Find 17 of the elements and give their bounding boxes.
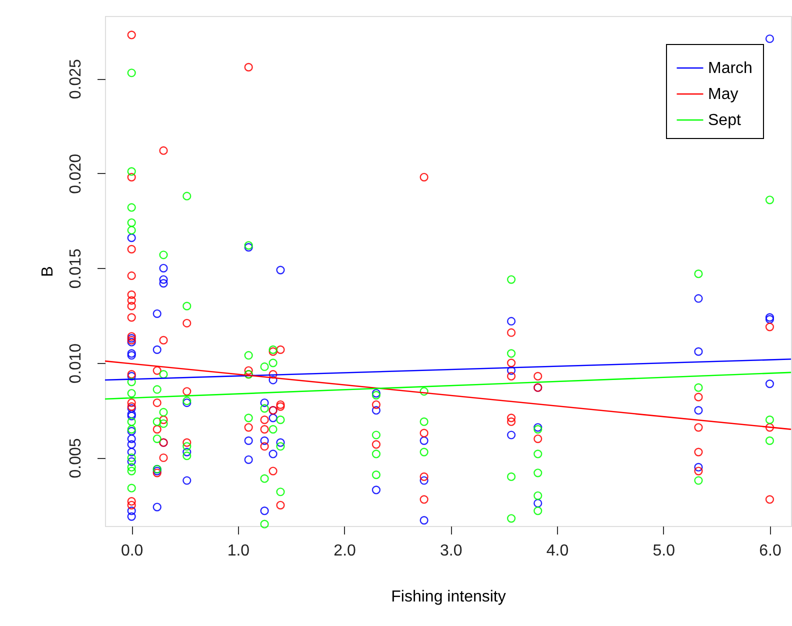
x-tick-label: 3.0 <box>440 542 462 560</box>
x-tick-label: 0.0 <box>120 542 144 560</box>
x-tick-label: 1.0 <box>227 542 250 560</box>
y-tick-label: 0.020 <box>68 154 84 194</box>
x-tick-label: 5.0 <box>652 542 676 560</box>
x-tick-label: 4.0 <box>546 542 569 560</box>
x-tick-label: 2.0 <box>334 542 356 560</box>
y-tick-label: 0.025 <box>68 58 84 100</box>
y-axis-title: B <box>40 266 56 277</box>
y-tick-label: 0.015 <box>68 248 84 289</box>
legend-label: Sept <box>708 112 742 129</box>
y-tick-label: 0.005 <box>68 438 84 478</box>
y-tick-label: 0.010 <box>68 343 84 384</box>
x-axis-title: Fishing intensity <box>391 588 506 606</box>
legend-label: March <box>708 60 752 77</box>
legend-label: May <box>708 86 738 103</box>
x-tick-label: 6.0 <box>759 542 782 560</box>
